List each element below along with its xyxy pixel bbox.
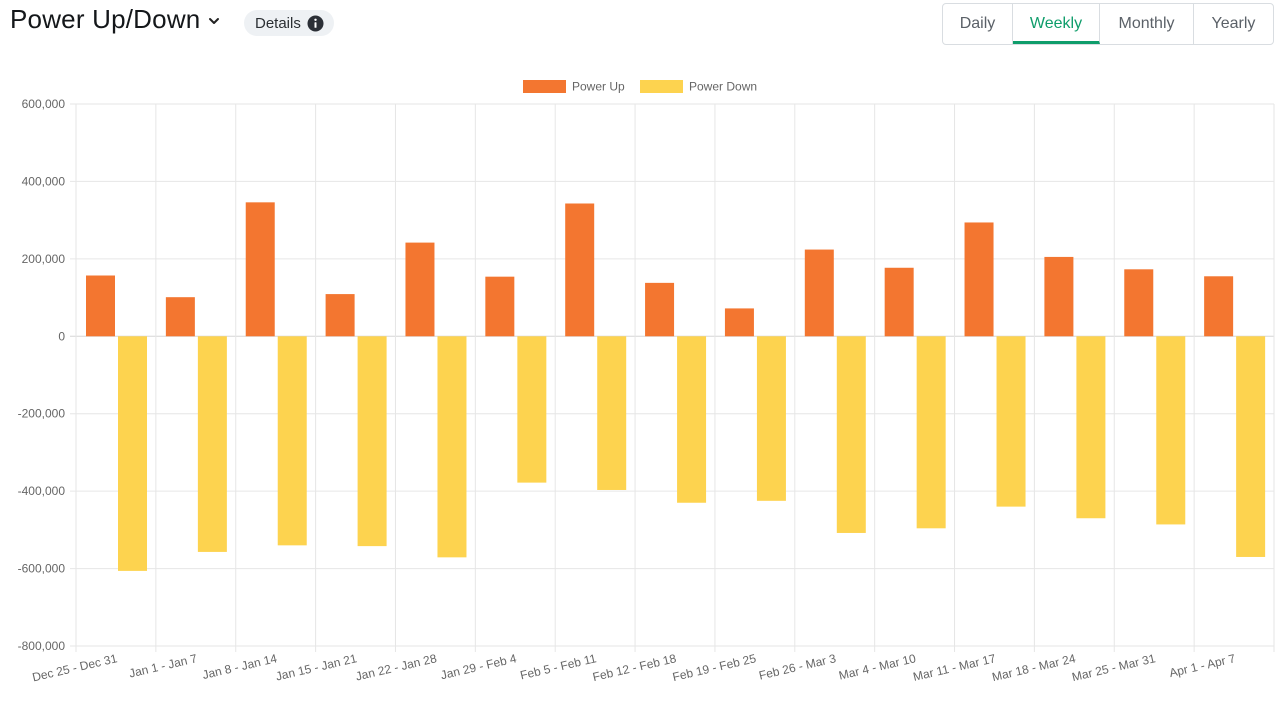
power-up-bar bbox=[325, 294, 355, 337]
power-up-bar bbox=[565, 203, 595, 337]
power-up-bar bbox=[1124, 269, 1154, 337]
x-axis: Dec 25 - Dec 31 Jan 1 - Jan 7 Jan 8 - Jan … bbox=[31, 651, 1237, 684]
power-up-bar bbox=[86, 275, 115, 337]
power-up-bar bbox=[1044, 256, 1074, 337]
x-tick-label: Dec 25 - Dec 31 bbox=[31, 651, 119, 684]
chevron-down-icon[interactable] bbox=[208, 15, 220, 27]
y-tick-label: 400,000 bbox=[22, 174, 66, 188]
details-label: Details bbox=[255, 14, 301, 32]
x-tick-label: Jan 29 - Feb 4 bbox=[439, 651, 518, 682]
tab-yearly-label: Yearly bbox=[1211, 15, 1256, 32]
chart-title: Power Up/Down bbox=[10, 4, 201, 34]
legend-label: Power Up bbox=[572, 80, 625, 94]
x-tick-label: Mar 4 - Mar 10 bbox=[837, 651, 917, 682]
power-down-bar bbox=[277, 336, 307, 546]
tab-daily-label: Daily bbox=[959, 15, 996, 32]
period-toggle: Daily Weekly Monthly Yearly bbox=[942, 3, 1274, 45]
x-tick-label: Feb 26 - Mar 3 bbox=[758, 651, 838, 682]
x-tick-label: Feb 12 - Feb 18 bbox=[591, 651, 678, 684]
power-down-bar bbox=[197, 336, 227, 552]
power-bar-chart: 600,000 400,000 200,000 0 -200,000 -400,000 -6… bbox=[18, 80, 1275, 684]
x-tick-label: Mar 25 - Mar 31 bbox=[1070, 651, 1157, 684]
y-axis: 600,000 400,000 200,000 0 -200,000 -400,000 -6… bbox=[18, 97, 66, 653]
info-icon bbox=[307, 15, 324, 32]
x-tick-label: Mar 18 - Mar 24 bbox=[991, 651, 1078, 684]
legend-power-down: Power Down bbox=[640, 80, 757, 94]
x-tick-label: Jan 1 - Jan 7 bbox=[128, 651, 199, 680]
power-up-bar bbox=[804, 249, 834, 337]
legend-swatch bbox=[523, 80, 566, 93]
y-tick-label: -600,000 bbox=[18, 562, 66, 576]
power-up-bar bbox=[485, 276, 515, 337]
tab-yearly[interactable]: Yearly bbox=[1194, 4, 1273, 44]
y-tick-label: 600,000 bbox=[22, 97, 66, 111]
power-up-bar bbox=[165, 297, 195, 337]
y-tick-label: 0 bbox=[58, 329, 65, 343]
details-button[interactable]: Details bbox=[244, 10, 334, 36]
x-tick-label: Feb 5 - Feb 11 bbox=[519, 651, 598, 682]
x-tick-label: Jan 22 - Jan 28 bbox=[354, 651, 438, 683]
power-down-bar bbox=[996, 336, 1026, 507]
legend-label: Power Down bbox=[689, 80, 757, 94]
x-tick-label: Mar 11 - Mar 17 bbox=[912, 651, 998, 684]
y-tick-label: 200,000 bbox=[22, 252, 66, 266]
x-tick-label: Apr 1 - Apr 7 bbox=[1168, 651, 1237, 680]
y-tick-label: -800,000 bbox=[18, 639, 66, 653]
y-tick-label: -200,000 bbox=[18, 407, 66, 421]
power-up-bar bbox=[724, 308, 754, 337]
power-up-bar bbox=[645, 282, 675, 337]
power-down-bar bbox=[756, 336, 786, 501]
power-down-bar bbox=[677, 336, 707, 503]
power-down-bar bbox=[836, 336, 866, 533]
tab-weekly-label: Weekly bbox=[1029, 15, 1083, 32]
tab-monthly[interactable]: Monthly bbox=[1100, 4, 1194, 44]
power-up-bar bbox=[964, 222, 994, 337]
power-down-bar bbox=[1076, 336, 1106, 519]
legend-power-up: Power Up bbox=[523, 80, 625, 94]
power-down-bar bbox=[437, 336, 467, 558]
power-up-bar bbox=[245, 202, 275, 337]
power-up-bar bbox=[1204, 276, 1234, 337]
legend-swatch bbox=[640, 80, 683, 93]
power-up-bar bbox=[405, 242, 435, 337]
y-tick-label: -400,000 bbox=[18, 484, 66, 498]
power-down-bar bbox=[1156, 336, 1186, 525]
tab-monthly-label: Monthly bbox=[1118, 15, 1175, 32]
chart-header: Power Up/Down Details Daily Weekly Month… bbox=[0, 0, 1280, 50]
x-tick-label: Jan 15 - Jan 21 bbox=[274, 651, 358, 683]
power-down-bar bbox=[1236, 336, 1266, 557]
tab-weekly[interactable]: Weekly bbox=[1013, 4, 1100, 44]
power-down-bar bbox=[517, 336, 547, 483]
power-down-bar bbox=[357, 336, 387, 547]
chart-bars bbox=[86, 202, 1266, 571]
power-down-bar bbox=[597, 336, 627, 490]
power-up-bar bbox=[884, 267, 914, 337]
power-down-bar bbox=[118, 336, 147, 571]
power-down-bar bbox=[916, 336, 946, 529]
chart-selector[interactable]: Power Up/Down bbox=[10, 4, 220, 35]
tab-daily[interactable]: Daily bbox=[943, 4, 1013, 44]
x-tick-label: Jan 8 - Jan 14 bbox=[201, 651, 279, 682]
chart-legend: Power Up Power Down bbox=[523, 80, 757, 94]
x-tick-label: Feb 19 - Feb 25 bbox=[671, 651, 758, 684]
